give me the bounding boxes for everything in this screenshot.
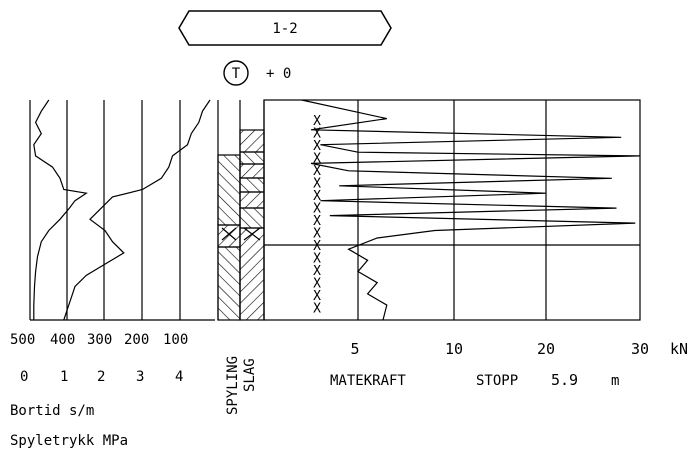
- x-marker: X: [313, 127, 321, 142]
- x-marker: X: [313, 189, 321, 204]
- terrain-symbol-circle: [223, 60, 249, 86]
- bortid-curve: [33, 99, 88, 320]
- slag-block-4: [239, 177, 265, 193]
- slag-block-2: [239, 151, 265, 165]
- spyletrykk-ticks: 0 1 2 3 4: [20, 369, 183, 385]
- right-panel-curve: [301, 99, 641, 321]
- bortid-ticks: 500 400 300 200 100: [10, 332, 188, 348]
- x-marker: X: [313, 302, 321, 317]
- spyling-label: SPYLING: [225, 356, 241, 415]
- x-marker: X: [313, 139, 321, 154]
- terrain-symbol: T: [232, 66, 241, 82]
- x-marker: X: [313, 239, 321, 254]
- bortid-tick-300: 300: [87, 332, 112, 348]
- spyletrykk-tick-3: 3: [136, 369, 144, 385]
- spyling-column: [217, 100, 241, 321]
- x-marker: X: [313, 214, 321, 229]
- x-tick-10: 10: [445, 340, 463, 358]
- spyletrykk-tick-0: 0: [20, 369, 28, 385]
- x-marker: X: [313, 164, 321, 179]
- spyletrykk-curve: [63, 99, 211, 321]
- x-marker: X: [313, 177, 321, 192]
- x-tick-30: 30: [631, 340, 649, 358]
- x-marker: X: [313, 277, 321, 292]
- x-marker: X: [313, 114, 321, 129]
- left-panel-curves: [33, 99, 211, 321]
- stopp-value: 5.9: [551, 371, 578, 389]
- x-marker: X: [313, 264, 321, 279]
- spyletrykk-label: Spyletrykk MPa: [10, 433, 128, 449]
- spyletrykk-tick-2: 2: [97, 369, 105, 385]
- terrain-level: + 0: [266, 66, 291, 82]
- x-tick-5: 5: [350, 340, 359, 358]
- slag-block-6: [239, 207, 265, 229]
- slag-label: SLAG: [242, 358, 258, 392]
- left-panel-grid: [29, 100, 215, 321]
- slag-block-3: [239, 163, 265, 179]
- matekraft-label: MATEKRAFT: [330, 373, 406, 389]
- bortid-tick-100: 100: [163, 332, 188, 348]
- x-marker: X: [313, 227, 321, 242]
- stopp-unit: m: [611, 373, 619, 389]
- matekraft-curve: [301, 99, 641, 321]
- x-marker: X: [313, 202, 321, 217]
- spyling-block-1: [217, 154, 241, 226]
- bortid-tick-200: 200: [124, 332, 149, 348]
- bortid-tick-400: 400: [50, 332, 75, 348]
- matekraft-ticks: 5 10 20 30: [350, 340, 649, 358]
- x-tick-20: 20: [537, 340, 555, 358]
- spyling-block-2: [217, 224, 241, 248]
- slag-block-1: [239, 129, 265, 153]
- borehole-id-frame: [178, 10, 392, 46]
- stopp-label: STOPP: [476, 373, 518, 389]
- x-marker: X: [313, 289, 321, 304]
- slag-block-7: [239, 227, 265, 321]
- bortid-label: Bortid s/m: [10, 403, 94, 419]
- borehole-id: 1-2: [272, 21, 297, 37]
- spyletrykk-tick-1: 1: [60, 369, 68, 385]
- slag-marker-xxx: [221, 227, 261, 241]
- bortid-tick-500: 500: [10, 332, 35, 348]
- spyletrykk-tick-4: 4: [175, 369, 183, 385]
- x-marker: X: [313, 152, 321, 167]
- x-marker: X: [313, 252, 321, 267]
- spyling-block-3: [217, 246, 241, 321]
- slag-block-5: [239, 191, 265, 209]
- unit-label: kN: [670, 340, 688, 358]
